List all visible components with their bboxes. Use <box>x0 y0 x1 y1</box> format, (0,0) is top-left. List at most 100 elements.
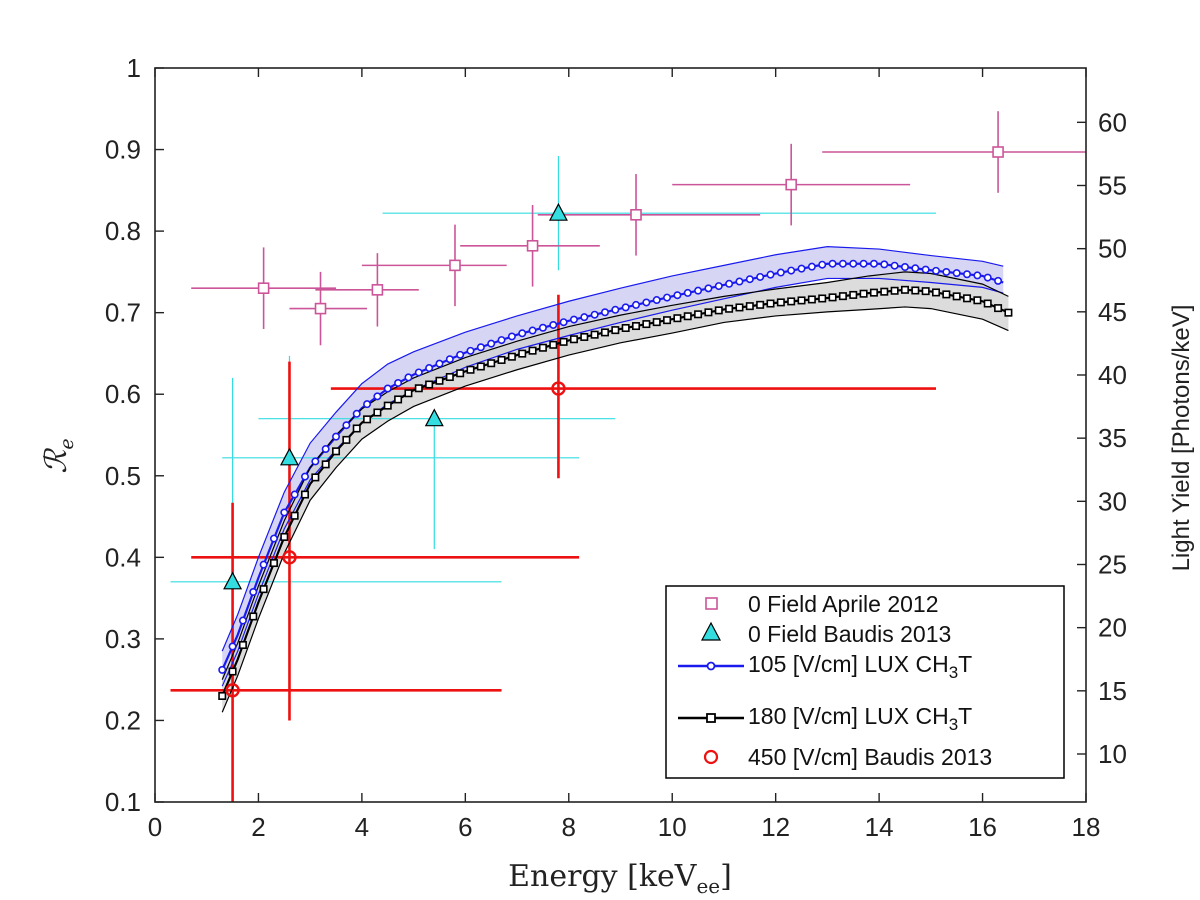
curve-marker <box>456 350 465 359</box>
curve-marker <box>787 266 796 275</box>
y-tick-label: 0.8 <box>105 216 141 246</box>
curve-marker <box>963 294 972 303</box>
legend-item-baudis-zero-field: 0 Field Baudis 2013 <box>701 621 951 647</box>
data-point-circle <box>282 550 297 565</box>
curve-marker <box>414 368 423 377</box>
curve-marker <box>528 326 537 335</box>
legend-circle-marker <box>703 749 719 765</box>
curve-marker <box>900 262 909 271</box>
data-point-square <box>449 259 461 272</box>
curve-marker <box>973 271 982 280</box>
curve-marker <box>569 335 578 344</box>
curve-marker <box>373 392 382 401</box>
curve-marker <box>704 284 713 293</box>
legend-triangle-marker <box>701 621 721 641</box>
curve-marker <box>807 295 816 304</box>
curve-marker <box>300 490 309 499</box>
x-axis-label: Energy [keVee] <box>508 859 732 898</box>
curve-marker <box>342 435 351 444</box>
curve-marker <box>994 276 1003 285</box>
x-tick-label: 12 <box>761 812 790 842</box>
y2-tick-label: 45 <box>1098 297 1127 327</box>
legend-item-baudis-450: 450 [V/cm] Baudis 2013 <box>703 744 992 770</box>
curve-marker <box>476 343 485 352</box>
y2-tick-label: 30 <box>1098 486 1127 516</box>
curve-marker <box>425 364 434 373</box>
y2-tick-label: 60 <box>1098 107 1127 137</box>
data-point-triangle <box>548 202 568 221</box>
curve-marker <box>942 267 951 276</box>
curve-marker <box>373 408 382 417</box>
x-tick-label: 4 <box>355 812 369 842</box>
data-point-square <box>314 302 327 315</box>
curve-marker <box>663 293 672 302</box>
curve-marker <box>425 380 434 389</box>
legend-square-marker <box>705 597 718 610</box>
curve-marker <box>249 587 258 596</box>
curve-marker <box>549 340 558 349</box>
curve-marker <box>228 642 237 651</box>
curve-marker <box>745 302 754 311</box>
curve-marker <box>745 275 754 284</box>
curve-marker <box>280 508 289 517</box>
curve-marker <box>621 303 630 312</box>
y-tick-label: 0.6 <box>105 379 141 409</box>
curve-marker <box>663 316 672 325</box>
curve-marker <box>735 277 744 286</box>
data-point-square <box>526 239 539 252</box>
data-point-triangle <box>223 571 243 590</box>
curve-marker <box>849 290 858 299</box>
curve-marker <box>518 329 527 338</box>
curve-marker <box>445 355 454 364</box>
curve-marker <box>880 260 889 269</box>
curve-marker <box>838 292 847 301</box>
legend-label: 0 Field Aprile 2012 <box>748 591 939 617</box>
legend-label: 180 [V/cm] LUX CH3T <box>748 703 972 734</box>
curve-marker <box>363 415 372 424</box>
data-point-triangle <box>279 447 299 466</box>
curve-marker <box>756 272 765 281</box>
curve-marker <box>983 299 992 308</box>
curve-marker <box>828 259 837 268</box>
curve-marker <box>704 308 713 317</box>
curve-marker <box>497 336 506 345</box>
x-tick-label: 8 <box>562 812 576 842</box>
curve-marker <box>900 285 909 294</box>
curve-marker <box>694 310 703 319</box>
curve-marker <box>797 296 806 305</box>
curve-marker <box>476 362 485 371</box>
curve-marker <box>942 290 951 299</box>
y-tick-label: 0.1 <box>105 787 141 817</box>
curve-marker <box>652 318 661 327</box>
curve-marker <box>218 691 227 700</box>
curve-marker <box>766 299 775 308</box>
curve-marker <box>352 424 361 433</box>
curve-marker <box>683 288 692 297</box>
y-tick-label: 1 <box>127 53 141 83</box>
curve-marker <box>828 293 837 302</box>
legend-label: 0 Field Baudis 2013 <box>748 621 951 647</box>
legend-box <box>665 585 1065 779</box>
curve-marker <box>714 306 723 315</box>
y-tick-label: 0.3 <box>105 624 141 654</box>
curve-marker <box>249 612 258 621</box>
curve-marker <box>859 289 868 298</box>
y-tick-label: 0.4 <box>105 542 141 572</box>
curve-marker <box>259 585 268 594</box>
curve-marker <box>963 270 972 279</box>
curve-marker <box>921 265 930 274</box>
data-point-circle <box>225 683 240 698</box>
curve-marker <box>766 270 775 279</box>
y2-tick-label: 35 <box>1098 423 1127 453</box>
curve-marker <box>859 259 868 268</box>
plot-frame <box>154 67 1087 803</box>
legend-circle-marker <box>706 661 716 671</box>
data-point-square <box>257 282 270 295</box>
curve-marker <box>683 312 692 321</box>
curve-marker <box>404 389 413 398</box>
curve-marker <box>983 273 992 282</box>
x-tick-label: 14 <box>865 812 894 842</box>
legend-item-lux-180: 180 [V/cm] LUX CH3T <box>678 703 972 734</box>
curve-marker <box>269 534 278 543</box>
curve-marker <box>673 291 682 300</box>
